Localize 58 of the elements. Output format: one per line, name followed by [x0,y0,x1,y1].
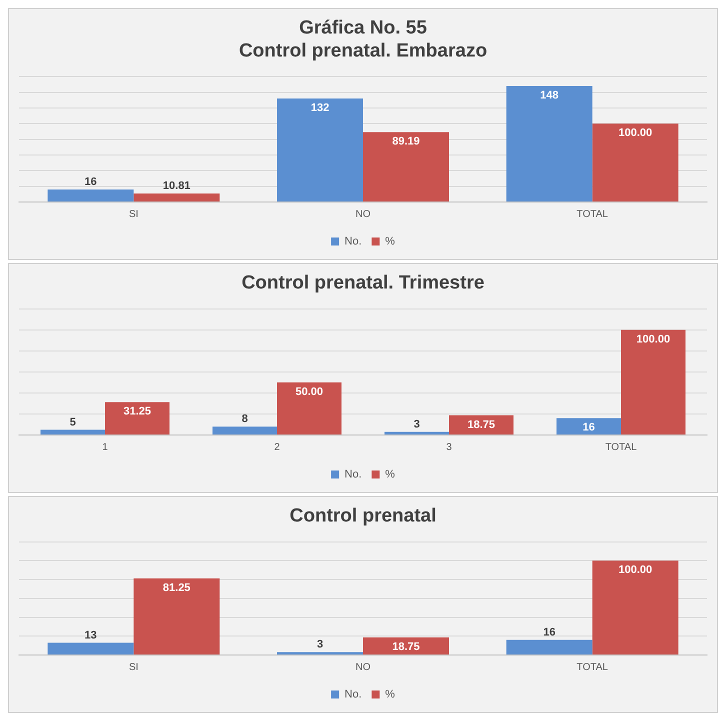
bar [363,637,449,654]
bar [48,642,134,654]
x-tick-label: TOTAL [576,662,608,673]
bar [384,432,449,434]
data-label: 89.19 [392,136,420,148]
x-tick-label: TOTAL [605,442,638,453]
data-label: 3 [316,638,324,651]
data-label: 18.75 [467,418,496,431]
chart-title: Gráfica No. 55 [299,18,428,39]
bar [592,124,678,202]
legend-label: % [385,236,396,248]
x-tick-label: 2 [274,442,280,453]
x-tick-label: TOTAL [576,208,608,220]
data-label: 31.25 [123,406,152,418]
bar [363,132,449,202]
x-tick-label: SI [128,662,138,673]
bar [212,426,277,434]
data-label: 3 [414,418,420,430]
bar [506,640,592,654]
data-label: 16 [582,422,595,434]
legend-label: % [385,688,396,701]
data-label: 8 [242,413,248,426]
bar [506,86,592,202]
data-label: 16 [84,176,97,188]
bar [134,578,220,654]
legend-label: No. [344,236,362,248]
data-label: 13 [84,629,97,642]
data-label: 148 [540,90,559,102]
data-label: 100.00 [636,333,670,346]
data-label: 100.00 [618,564,652,576]
legend-label: No. [344,468,362,481]
bar [134,194,220,202]
bar [556,418,621,434]
data-label: 16 [543,626,556,638]
legend-label: No. [344,688,362,701]
chart-subtitle: Control prenatal. Embarazo [238,40,488,62]
data-label: 132 [310,102,330,114]
x-tick-label: 1 [102,442,108,453]
bar [48,189,134,202]
data-label: 81.25 [162,582,190,594]
data-label: 50.00 [295,386,324,398]
chart-title: Control prenatal. Trimestre [242,272,484,294]
data-label: 5 [70,416,76,428]
data-label: 100.00 [618,127,652,140]
x-tick-label: SI [128,208,138,220]
data-label: 18.75 [392,640,420,653]
data-label: 10.81 [162,180,190,192]
chart-title: Control prenatal [290,506,436,527]
x-tick-label: NO [356,662,371,673]
bar [621,330,686,434]
x-tick-label: 3 [446,442,452,453]
legend-label: % [385,468,396,481]
bar [105,402,170,434]
bar [277,382,342,434]
x-tick-label: NO [356,208,371,220]
bar [592,560,678,654]
bar [277,98,363,202]
bar [40,430,105,434]
